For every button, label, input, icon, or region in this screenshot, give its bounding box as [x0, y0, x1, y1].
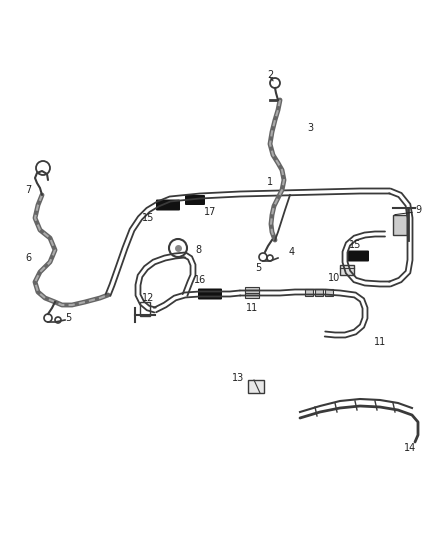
- Bar: [245, 290, 259, 295]
- Text: 5: 5: [65, 313, 71, 323]
- Text: 5: 5: [255, 263, 261, 273]
- FancyBboxPatch shape: [347, 251, 369, 262]
- Text: 14: 14: [404, 443, 416, 453]
- Bar: [340, 265, 354, 275]
- Text: 15: 15: [349, 240, 361, 250]
- Bar: [245, 293, 259, 298]
- Text: 17: 17: [204, 207, 216, 217]
- Text: 2: 2: [267, 70, 273, 80]
- FancyBboxPatch shape: [156, 199, 180, 211]
- Text: 7: 7: [25, 185, 31, 195]
- Text: 11: 11: [374, 337, 386, 347]
- Text: 4: 4: [289, 247, 295, 257]
- Bar: [140, 302, 150, 316]
- Text: 8: 8: [195, 245, 201, 255]
- Text: 16: 16: [194, 275, 206, 285]
- FancyBboxPatch shape: [198, 288, 222, 300]
- Bar: [315, 289, 323, 296]
- Text: 13: 13: [232, 373, 244, 383]
- Bar: [248, 380, 264, 393]
- Text: 11: 11: [246, 303, 258, 313]
- Text: 9: 9: [415, 205, 421, 215]
- Text: 6: 6: [25, 253, 31, 263]
- Text: 1: 1: [267, 177, 273, 187]
- Text: 15: 15: [142, 213, 154, 223]
- Bar: [393, 215, 407, 235]
- Bar: [325, 289, 333, 296]
- FancyBboxPatch shape: [185, 195, 205, 205]
- Text: 12: 12: [142, 293, 154, 303]
- Bar: [245, 287, 259, 292]
- Text: 3: 3: [307, 123, 313, 133]
- Text: 10: 10: [328, 273, 340, 283]
- Bar: [305, 289, 313, 296]
